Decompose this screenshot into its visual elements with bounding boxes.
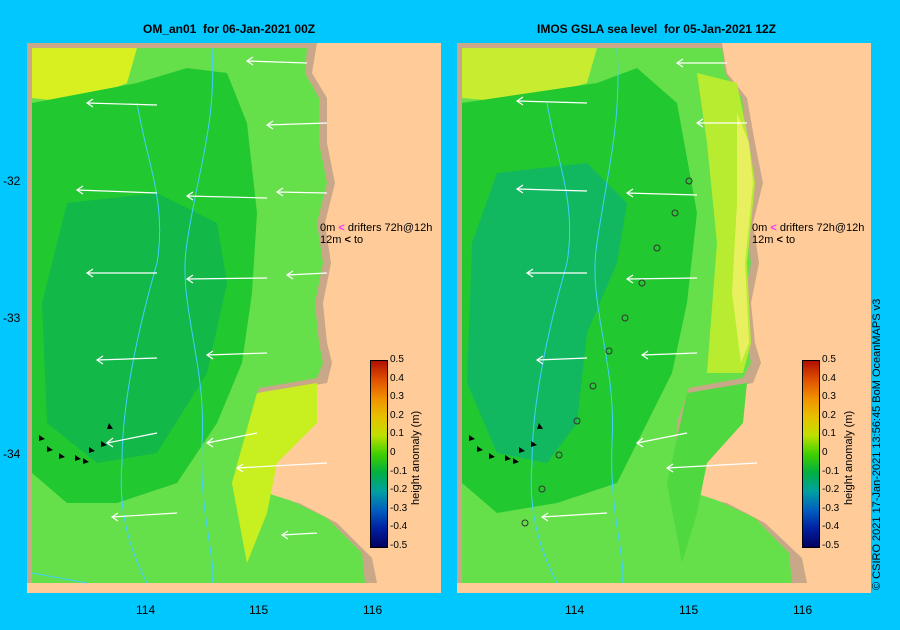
legend-depth-0m: 0m xyxy=(752,222,768,234)
colorbar-tick-label: 0.1 xyxy=(390,428,404,440)
isobath-line xyxy=(31,572,88,584)
drifter-arrow-icon: < xyxy=(776,234,783,246)
map-left-svg xyxy=(27,43,441,593)
panel-title-left: OM_an01 for 06-Jan-2021 00Z xyxy=(143,22,316,36)
colorbar-tick-label: -0.1 xyxy=(390,465,408,477)
colorbar-right xyxy=(802,360,820,548)
drifter-legend-right: 0m < drifters 72h@12h 12m < to xyxy=(752,222,864,246)
colorbar-title-right: height anomaly (m) xyxy=(843,410,855,505)
altimeter-track-points xyxy=(521,177,693,527)
legend-depth-0m: 0m xyxy=(320,222,336,234)
colorbar-tick-label: 0 xyxy=(390,447,396,458)
colorbar-tick-label: 0.3 xyxy=(390,391,404,403)
isobath-line xyxy=(594,47,624,584)
colorbar-tick-label: -0.2 xyxy=(822,484,840,496)
colorbar-tick-label: 0.1 xyxy=(822,428,836,440)
colorbar-tick-label: 0.2 xyxy=(390,409,404,421)
drifter-arrow-icon: < xyxy=(344,234,351,246)
colorbar-tick-label: -0.5 xyxy=(390,540,408,551)
colorbar-tick-label: -0.4 xyxy=(822,521,840,533)
legend-drifter-text: drifters 72h@12h xyxy=(779,222,865,234)
colorbar-left xyxy=(370,360,388,548)
colorbar-tick-label: -0.2 xyxy=(390,484,408,496)
drifter-arrow-icon: < xyxy=(770,222,777,234)
drifter-legend-left: 0m < drifters 72h@12h 12m < to xyxy=(320,222,432,246)
lon-tick-label: 115 xyxy=(679,603,699,617)
coastal-high-anomaly xyxy=(232,383,317,563)
legend-depth-12m: 12m xyxy=(320,234,342,246)
isobath-line xyxy=(184,47,214,584)
colorbar-tick-label: -0.3 xyxy=(822,502,840,514)
colorbar-tick-label: 0.5 xyxy=(822,354,836,365)
lat-tick-label: -33 xyxy=(3,311,21,325)
coastal-peak-anomaly xyxy=(732,113,753,363)
colorbar-tick-label: -0.5 xyxy=(822,540,840,551)
lon-tick-label: 116 xyxy=(793,603,813,617)
lon-tick-label: 114 xyxy=(136,603,156,617)
lat-tick-label: -34 xyxy=(3,447,21,461)
colorbar-tick-label: 0 xyxy=(822,447,828,458)
colorbar-tick-label: 0.2 xyxy=(822,409,836,421)
colorbar-tick-label: -0.3 xyxy=(390,502,408,514)
isobath-line xyxy=(120,102,161,584)
drifter-arrow-icon: < xyxy=(338,222,345,234)
legend-depth-12m: 12m xyxy=(752,234,774,246)
colorbar-tick-label: 0.4 xyxy=(822,372,836,384)
lon-tick-label: 115 xyxy=(249,603,269,617)
drifter-track xyxy=(469,423,543,464)
panel-title-right: IMOS GSLA sea level for 05-Jan-2021 12Z xyxy=(537,22,776,36)
colorbar-tick-label: -0.1 xyxy=(822,465,840,477)
lon-tick-label: 114 xyxy=(565,603,585,617)
colorbar-tick-label: 0.5 xyxy=(390,354,404,365)
drifter-track xyxy=(39,423,113,464)
lon-tick-label: 116 xyxy=(363,603,383,617)
lowest-anomaly-core xyxy=(467,163,627,463)
lat-tick-label: -32 xyxy=(3,174,21,188)
credit-text: © CSIRO 2021 17-Jan-2021 13:56:45 BoM Oc… xyxy=(871,298,883,590)
colorbar-title-left: height anomaly (m) xyxy=(410,410,422,505)
current-vectors xyxy=(75,56,328,540)
map-panel-left xyxy=(27,43,441,593)
lowest-anomaly-core xyxy=(42,193,227,463)
coastal-anomaly xyxy=(667,383,747,563)
colorbar-tick-label: 0.4 xyxy=(390,372,404,384)
legend-drifter-text: drifters 72h@12h xyxy=(347,222,433,234)
current-vectors xyxy=(515,58,758,522)
legend-to-text: to xyxy=(353,234,364,246)
legend-to-text: to xyxy=(785,234,796,246)
colorbar-tick-label: -0.4 xyxy=(390,521,408,533)
colorbar-tick-label: 0.3 xyxy=(822,391,836,403)
